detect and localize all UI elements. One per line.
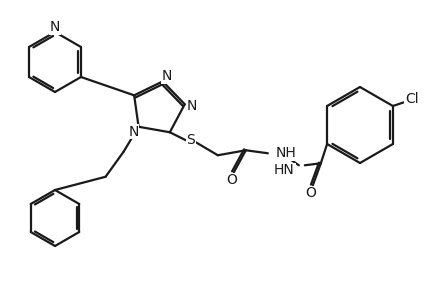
Text: O: O xyxy=(226,173,237,187)
Text: N: N xyxy=(50,20,60,34)
Text: N: N xyxy=(161,69,172,84)
Text: O: O xyxy=(305,186,316,200)
Text: S: S xyxy=(186,133,195,147)
Text: Cl: Cl xyxy=(404,92,418,106)
Text: HN: HN xyxy=(273,163,294,177)
Text: N: N xyxy=(186,99,197,113)
Text: N: N xyxy=(128,125,138,139)
Text: NH: NH xyxy=(275,146,296,160)
